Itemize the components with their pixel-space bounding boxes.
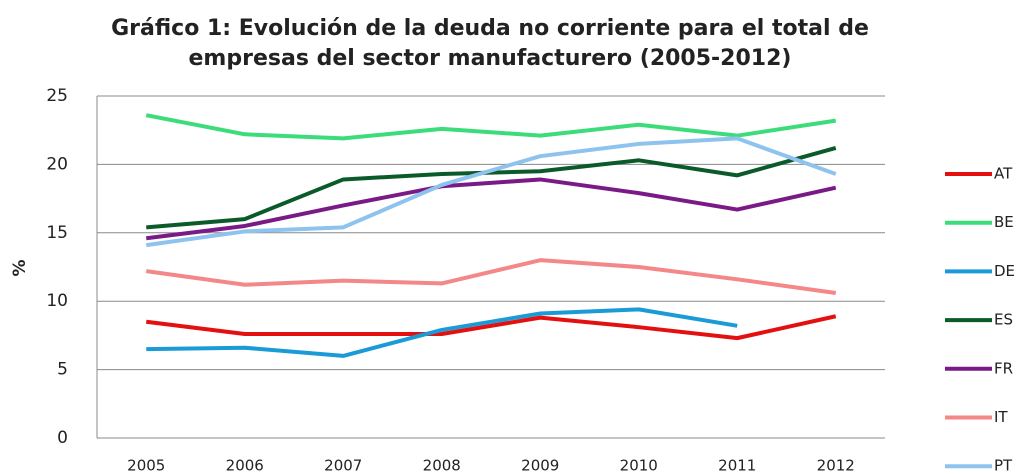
series-line — [145, 258, 837, 295]
legend-label: FR — [994, 359, 1013, 377]
y-tick-label: 20 — [46, 154, 68, 174]
y-tick-label: 0 — [57, 428, 68, 448]
x-tick-label: 2012 — [817, 457, 855, 474]
x-tick-label: 2011 — [718, 457, 756, 474]
x-tick-label: 2009 — [521, 457, 559, 474]
series-line — [146, 314, 837, 341]
y-tick-label: 25 — [46, 86, 68, 106]
legend-label: PT — [994, 457, 1013, 474]
series-line — [145, 136, 837, 248]
series-line — [146, 307, 738, 358]
series-line — [145, 113, 837, 141]
legend-label: ES — [994, 311, 1013, 329]
legend-label: IT — [994, 408, 1008, 426]
x-tick-label: 2010 — [620, 457, 658, 474]
legend-label: AT — [994, 165, 1013, 183]
x-tick-label: 2008 — [423, 457, 461, 474]
y-axis-label: % — [10, 259, 30, 276]
x-tick-label: 2006 — [226, 457, 264, 474]
y-tick-label: 10 — [46, 291, 68, 311]
y-tick-label: 15 — [46, 223, 68, 243]
series-line — [146, 177, 837, 241]
series-line — [146, 146, 837, 230]
x-tick-label: 2005 — [127, 457, 165, 474]
legend-label: DE — [994, 262, 1015, 280]
x-tick-label: 2007 — [324, 457, 362, 474]
chart-title: Gráfico 1: Evolución de la deuda no corr… — [111, 16, 869, 71]
y-tick-label: 5 — [57, 360, 68, 380]
legend-label: BE — [994, 213, 1014, 231]
